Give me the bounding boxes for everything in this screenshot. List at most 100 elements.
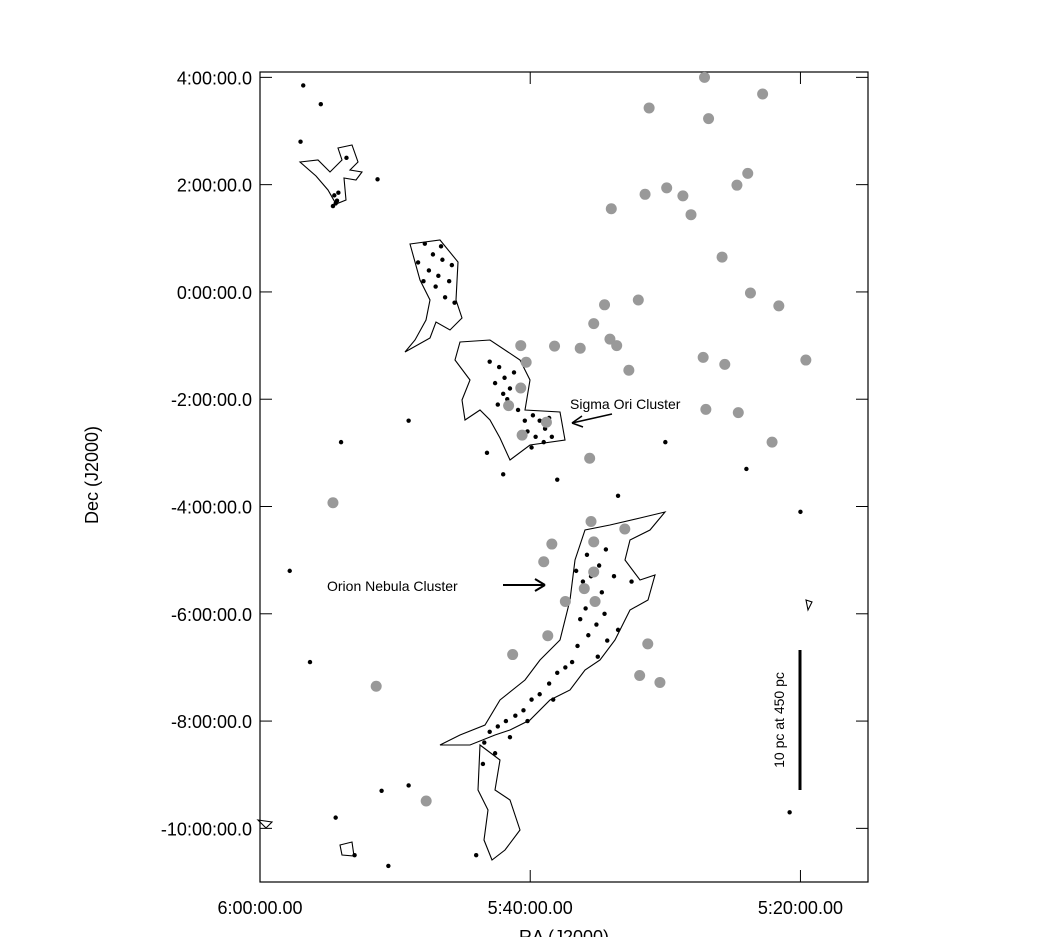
point: [336, 190, 341, 195]
point: [589, 595, 601, 607]
point: [569, 659, 575, 665]
point: [623, 364, 635, 376]
point: [333, 815, 338, 820]
point: [484, 450, 490, 456]
point: [433, 284, 438, 289]
point: [492, 751, 498, 756]
point: [642, 638, 654, 650]
y-tick-label: 4:00:00.0: [177, 68, 252, 88]
point: [588, 536, 600, 548]
point: [538, 556, 550, 568]
point: [379, 788, 384, 794]
point: [580, 579, 586, 584]
point: [595, 654, 600, 659]
point: [287, 568, 292, 574]
point: [766, 436, 778, 448]
point: [525, 718, 530, 724]
scale-bar-label: 10 pc at 450 pc: [771, 672, 787, 768]
point: [583, 606, 588, 611]
point: [438, 244, 444, 249]
annotation: Orion Nebula Cluster: [327, 578, 458, 594]
point: [563, 665, 568, 670]
contour: [439, 511, 667, 746]
point: [529, 697, 534, 702]
point: [415, 260, 421, 265]
point: [555, 670, 560, 675]
point: [629, 579, 634, 584]
point: [603, 547, 609, 552]
point: [586, 633, 591, 638]
point: [520, 356, 532, 368]
contour: [298, 144, 363, 205]
point: [546, 538, 558, 550]
point: [301, 83, 306, 88]
point: [757, 88, 769, 100]
point: [546, 681, 552, 686]
point: [370, 680, 382, 692]
point: [578, 583, 590, 595]
y-axis-label: Dec (J2000): [82, 426, 102, 524]
point: [549, 340, 561, 352]
x-tick-label: 6:00:00.00: [217, 898, 302, 918]
point: [501, 391, 506, 397]
point: [599, 590, 605, 595]
point: [615, 493, 621, 498]
point: [685, 209, 697, 221]
point: [332, 193, 337, 198]
point: [677, 190, 689, 202]
point: [422, 241, 428, 246]
point: [502, 375, 507, 380]
y-tick-label: -6:00:00.0: [171, 605, 252, 625]
y-tick-label: -2:00:00.0: [171, 390, 252, 410]
point: [511, 370, 517, 375]
point: [611, 574, 617, 579]
point: [352, 852, 357, 858]
point: [492, 380, 498, 386]
point: [605, 203, 617, 215]
point: [503, 718, 509, 724]
point: [800, 354, 812, 366]
point: [442, 295, 448, 300]
point: [602, 611, 607, 616]
point: [634, 669, 646, 681]
point: [507, 386, 513, 391]
y-tick-label: -8:00:00.0: [171, 712, 252, 732]
point: [732, 407, 744, 419]
point: [699, 71, 711, 83]
point: [588, 566, 600, 578]
y-tick-label: -4:00:00.0: [171, 498, 252, 518]
point: [333, 201, 338, 206]
arrow-head: [571, 415, 584, 428]
point: [573, 568, 579, 574]
point: [615, 627, 621, 633]
point: [507, 734, 513, 740]
point: [516, 429, 528, 441]
y-tick-label: 0:00:00.0: [177, 283, 252, 303]
point: [507, 649, 519, 661]
point: [537, 418, 542, 423]
point: [375, 177, 380, 182]
point: [611, 340, 623, 352]
point: [513, 713, 518, 718]
point: [533, 434, 538, 439]
point: [540, 416, 552, 428]
point: [501, 472, 506, 477]
point: [697, 351, 709, 363]
point: [700, 403, 712, 415]
point: [585, 516, 597, 528]
x-tick-label: 5:40:00.00: [488, 898, 573, 918]
point: [530, 413, 536, 418]
y-tick-label: 2:00:00.0: [177, 176, 252, 196]
point: [480, 761, 486, 767]
point: [555, 477, 560, 482]
point: [495, 402, 500, 407]
point: [426, 268, 432, 273]
point: [661, 182, 673, 194]
point: [594, 622, 599, 627]
point: [338, 439, 344, 445]
point: [549, 434, 555, 439]
point: [449, 262, 455, 268]
contour: [256, 599, 813, 857]
point: [420, 795, 432, 807]
point: [327, 497, 339, 509]
